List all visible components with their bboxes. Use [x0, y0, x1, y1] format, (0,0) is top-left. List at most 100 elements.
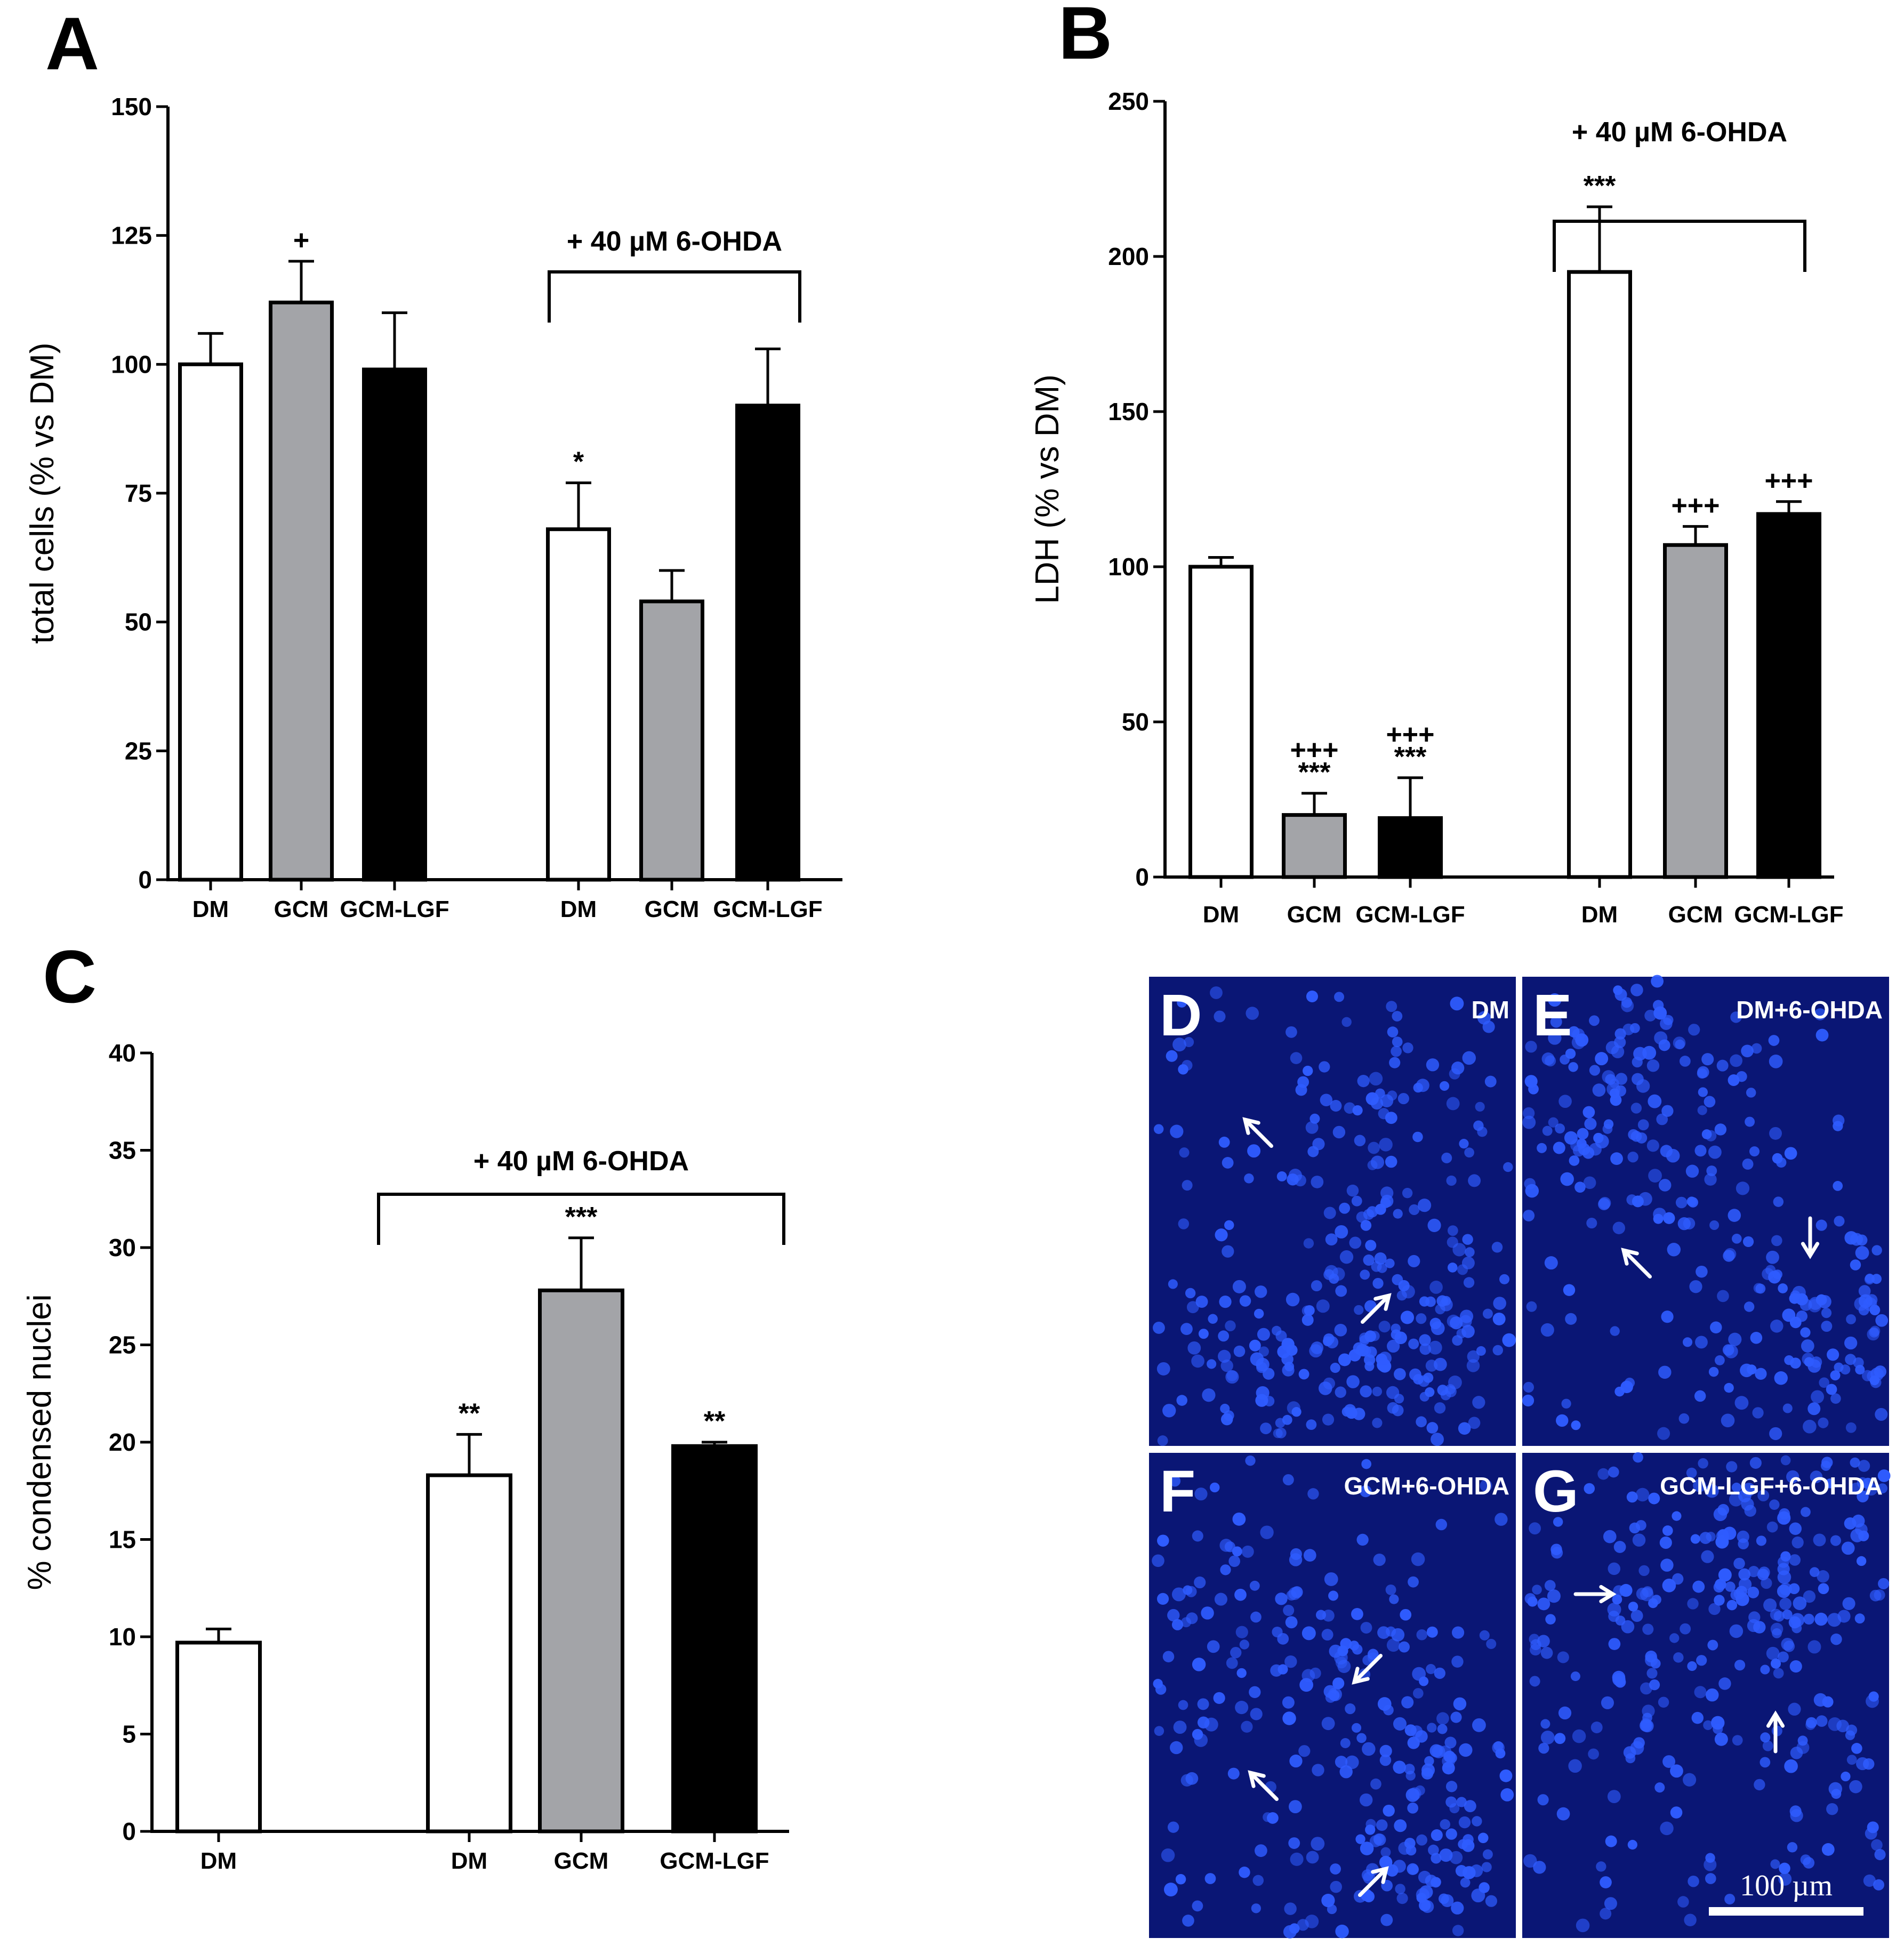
nucleus — [1790, 1613, 1805, 1627]
nucleus — [1372, 1277, 1384, 1289]
nucleus — [1786, 1470, 1799, 1484]
significance-marker: *** — [565, 1202, 598, 1233]
nucleus — [1768, 1035, 1780, 1046]
nucleus — [1721, 1413, 1735, 1428]
nucleus — [1396, 1893, 1408, 1904]
nucleus — [1834, 1216, 1845, 1227]
nucleus — [1627, 1839, 1637, 1850]
nucleus — [1428, 1844, 1439, 1856]
bar — [1188, 565, 1254, 879]
nucleus — [1708, 1603, 1721, 1615]
nucleus — [1821, 1321, 1833, 1332]
nucleus — [1646, 1668, 1658, 1679]
nucleus — [1809, 1567, 1820, 1577]
nucleus — [1311, 1280, 1322, 1292]
nucleus — [1326, 1336, 1339, 1349]
nucleus — [1558, 1706, 1572, 1720]
nucleus — [1731, 1234, 1742, 1244]
y-tick-label: 0 — [122, 1818, 136, 1845]
nucleus — [1662, 1755, 1676, 1768]
nucleus — [1554, 1733, 1566, 1744]
nucleus — [1325, 1233, 1338, 1246]
nucleus — [1289, 1754, 1303, 1768]
nucleus — [1728, 1332, 1742, 1346]
nucleus — [1427, 1723, 1437, 1733]
nucleus — [1605, 1835, 1617, 1847]
nucleus — [1339, 1202, 1351, 1214]
y-axis-label: total cells (% vs DM) — [24, 343, 61, 644]
nucleus — [1255, 1285, 1267, 1298]
nucleus — [1603, 1530, 1617, 1543]
nucleus — [1431, 1829, 1443, 1842]
nucleus — [1451, 1062, 1465, 1075]
nucleus — [1172, 1038, 1186, 1052]
nucleus — [1736, 1181, 1750, 1195]
nucleus — [1782, 1403, 1793, 1413]
nucleus — [1226, 1657, 1238, 1669]
nucleus — [1335, 1924, 1349, 1939]
nucleus — [1806, 1717, 1817, 1728]
nucleus — [1419, 1343, 1431, 1355]
nucleus — [1583, 1176, 1596, 1189]
nucleus — [1770, 1658, 1781, 1669]
nucleus — [1341, 1017, 1352, 1027]
nucleus — [1557, 1651, 1569, 1663]
nucleus — [1555, 1123, 1565, 1134]
nucleus — [1361, 1459, 1372, 1469]
nucleus — [1477, 1832, 1489, 1844]
nucleus — [1789, 1522, 1802, 1535]
nucleus — [1826, 1803, 1838, 1815]
nucleus — [1282, 1696, 1295, 1709]
nucleus — [1460, 1877, 1471, 1888]
nucleus — [1461, 1256, 1475, 1269]
significance-marker: *** — [1394, 742, 1427, 773]
nucleus — [1687, 1661, 1697, 1671]
nucleus — [1192, 1530, 1203, 1542]
nucleus — [1633, 1452, 1643, 1463]
nucleus — [1461, 1839, 1475, 1852]
nucleus — [1290, 1852, 1304, 1866]
nucleus — [1586, 1218, 1597, 1229]
nucleus — [1152, 1554, 1164, 1567]
nucleus — [1449, 1851, 1463, 1864]
nucleus — [1502, 1333, 1516, 1347]
nucleus — [1359, 1793, 1373, 1807]
nucleus — [1345, 1703, 1356, 1715]
y-tick-label: 150 — [1108, 398, 1149, 425]
nucleus — [1853, 1357, 1864, 1368]
nucleus — [1672, 1573, 1684, 1585]
nucleus — [1831, 1789, 1842, 1799]
nucleus — [1598, 1198, 1610, 1210]
nucleus — [1408, 1864, 1419, 1875]
nucleus — [1724, 1894, 1736, 1905]
nucleus — [1600, 1876, 1612, 1888]
nucleus — [1734, 1396, 1749, 1410]
nuclei-field — [1153, 986, 1516, 1446]
nucleus — [1392, 1274, 1403, 1285]
nucleus — [1716, 1059, 1729, 1072]
nucleus — [1571, 1035, 1586, 1049]
nucleus — [1444, 1736, 1457, 1749]
nucleus — [1584, 1117, 1597, 1130]
bar — [178, 362, 243, 882]
nucleus — [1691, 1711, 1704, 1724]
nucleus — [1426, 1058, 1440, 1072]
nucleus — [1164, 1883, 1178, 1897]
nucleus — [1803, 1419, 1817, 1434]
nucleus — [1371, 1261, 1382, 1272]
nucleus — [1192, 1728, 1203, 1740]
nucleus — [1701, 1053, 1714, 1066]
nucleus — [1241, 1545, 1254, 1558]
nucleus — [1648, 1598, 1658, 1609]
nucleus — [1608, 1562, 1621, 1575]
significance-marker: +++ — [1386, 719, 1434, 750]
nucleus — [1500, 1788, 1514, 1802]
nucleus — [1282, 1414, 1292, 1425]
nucleus — [1533, 1861, 1546, 1874]
bar — [1378, 816, 1443, 879]
x-tick-label: DM — [1581, 902, 1618, 928]
nucleus — [1251, 1903, 1261, 1913]
nucleus — [1642, 1623, 1654, 1635]
nucleus — [1227, 1767, 1240, 1780]
